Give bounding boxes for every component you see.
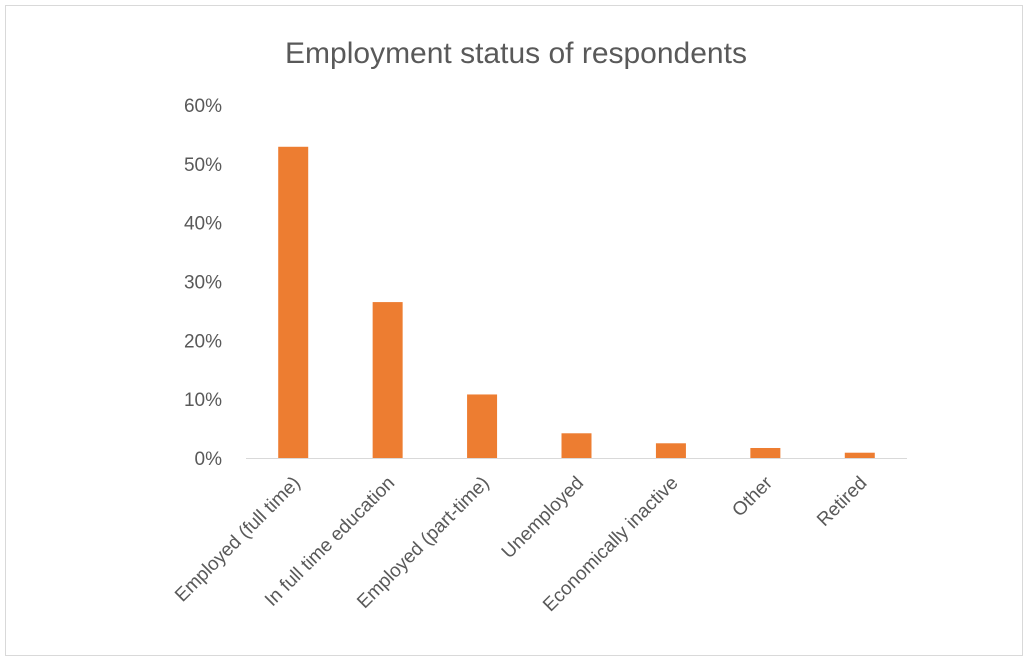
y-tick-label: 50% bbox=[184, 155, 222, 176]
x-axis-labels: Employed (full time)In full time educati… bbox=[171, 472, 871, 616]
bar bbox=[372, 302, 403, 458]
x-category-label: Other bbox=[728, 472, 777, 521]
bars bbox=[278, 146, 875, 458]
bar bbox=[278, 146, 309, 458]
bar bbox=[750, 447, 781, 458]
bar-chart: Employment status of respondents 0% 10% 20… bbox=[171, 37, 907, 616]
y-tick-label: 10% bbox=[184, 390, 222, 411]
y-tick-label: 30% bbox=[184, 273, 222, 294]
y-tick-label: 40% bbox=[184, 214, 222, 235]
chart-title: Employment status of respondents bbox=[285, 37, 747, 70]
bar bbox=[561, 433, 592, 458]
y-tick-label: 0% bbox=[195, 449, 223, 470]
y-tick-label: 20% bbox=[184, 331, 222, 352]
bar bbox=[467, 394, 498, 458]
y-axis-ticks: 0% 10% 20% 30% 40% 50% 60% bbox=[184, 96, 222, 470]
bar bbox=[844, 452, 875, 458]
x-category-label: Unemployed bbox=[498, 473, 588, 563]
bar bbox=[655, 443, 686, 458]
y-tick-label: 60% bbox=[184, 96, 222, 117]
chart-frame: Employment status of respondents 0% 10% 20… bbox=[5, 5, 1023, 656]
x-category-label: Retired bbox=[813, 473, 871, 531]
